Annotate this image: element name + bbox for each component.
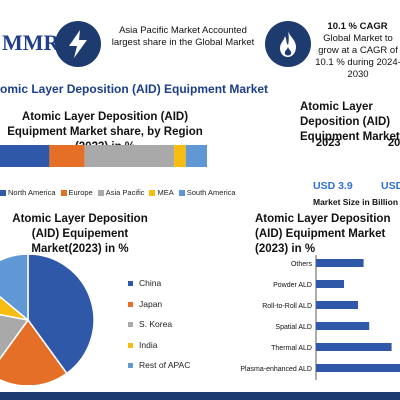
market-value-end: USD [381, 180, 400, 192]
bar-2 [316, 301, 358, 309]
technology-bar-title: Atomic Layer Deposition (AID) Equipment … [255, 213, 391, 255]
bar-category-label: Roll-to-Roll ALD [262, 303, 312, 310]
pie-legend-item: India [128, 340, 190, 361]
legend-swatch [178, 190, 185, 197]
bar-4 [316, 343, 392, 351]
country-pie-legend: China Japan S. Korea India Rest of APAC [128, 278, 190, 381]
legend-label: India [139, 339, 158, 350]
bar-category-label: Spatial ALD [275, 324, 312, 331]
technology-bar-chart: Others Powder ALD Roll-to-Roll ALD Spatial … [240, 255, 400, 380]
legend-label: Europe [68, 188, 93, 197]
market-size-unit-label: Market Size in Billion [313, 197, 399, 207]
pie-legend-item: S. Korea [128, 319, 190, 340]
page-title: omic Layer Deposition (AID) Equipment Ma… [0, 82, 269, 96]
share-segment-0 [0, 145, 50, 167]
legend-swatch [97, 190, 104, 197]
year-2023-label: 2023 [316, 137, 341, 149]
pie-legend-item: China [128, 278, 190, 299]
lightning-circle [55, 21, 101, 67]
share-legend-item: South America [178, 188, 236, 197]
header-col1-text: Asia Pacific Market Accounted largest sh… [111, 25, 255, 48]
header-col2-text: Global Market to grow at a CAGR of 10.1 … [315, 33, 400, 80]
pie-slice-0 [27, 255, 95, 375]
bar-category-label: Plasma-enhanced ALD [240, 366, 312, 373]
bar-5 [316, 364, 400, 372]
share-legend-item: MEA [149, 188, 174, 197]
legend-swatch [128, 342, 133, 348]
share-segment-1 [49, 145, 85, 167]
pie-slice-2 [0, 313, 30, 360]
legend-swatch [0, 190, 6, 197]
share-segment-3 [174, 145, 186, 167]
legend-label: China [139, 278, 162, 288]
flame-icon [280, 31, 296, 57]
bar-3 [316, 322, 370, 330]
flame-circle [265, 21, 311, 67]
bar-1 [316, 280, 344, 288]
market-value-2023: USD 3.9 [313, 180, 353, 192]
lightning-icon [69, 30, 87, 58]
legend-swatch [149, 190, 156, 197]
pie-chart-title: Atomic Layer Deposition (AID) Equipement… [12, 213, 148, 255]
bar-0 [316, 259, 364, 267]
bar-category-label: Thermal ALD [271, 345, 312, 352]
legend-swatch [128, 281, 133, 287]
legend-label: Asia Pacific [105, 188, 145, 197]
pie-slice-4 [0, 255, 29, 322]
bar-category-label: Powder ALD [273, 282, 312, 289]
year-end-label: 20 [388, 137, 400, 149]
legend-label: S. Korea [139, 319, 173, 329]
bottom-band [0, 392, 400, 400]
legend-label: North America [8, 188, 56, 197]
bar-category-label: Others [291, 261, 313, 268]
legend-label: Rest of APAC [139, 360, 191, 370]
share-legend-item: Asia Pacific [97, 188, 145, 197]
legend-label: South America [186, 188, 236, 197]
legend-swatch [128, 322, 133, 328]
legend-label: Japan [139, 298, 163, 309]
region-share-legend: North America Europe Asia Pacific MEA South … [0, 188, 260, 197]
share-legend-item: North America [0, 188, 56, 197]
legend-swatch [60, 190, 67, 197]
legend-swatch [128, 301, 133, 307]
pie-legend-item: Rest of APAC [128, 360, 190, 381]
share-segment-4 [185, 145, 207, 167]
country-pie-chart [0, 255, 95, 385]
share-segment-2 [84, 145, 175, 167]
header-col2-title: 10.1 % CAGR [327, 21, 388, 32]
region-share-chart [0, 145, 207, 167]
legend-swatch [128, 363, 133, 369]
company-logo: MMR [2, 30, 60, 55]
legend-label: MEA [157, 188, 174, 197]
share-legend-item: Europe [60, 188, 93, 197]
pie-legend-item: Japan [128, 299, 190, 320]
market-size-title: Atomic Layer Deposition (AID) Equipment … [300, 101, 400, 143]
